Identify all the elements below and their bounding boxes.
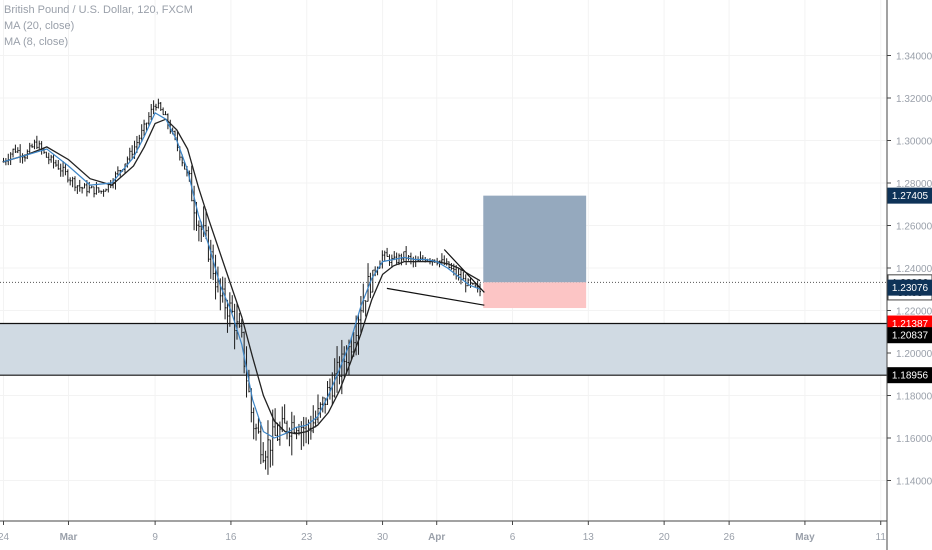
price-tag-label: 1.20837 [892, 331, 929, 342]
y-axis-ticks: 1.34000 1.32000 1.30000 1.28000 1.26000 1.240… [887, 52, 932, 488]
x-tick-label: 23 [301, 532, 313, 543]
x-tick-label: 20 [659, 532, 671, 543]
x-axis-ticks: 24 Mar 9 16 23 30 Apr 6 13 20 26 May 11 [0, 521, 886, 543]
y-tick-label: 1.34000 [896, 52, 932, 63]
chart-legend: British Pound / U.S. Dollar, 120, FXCM M… [4, 2, 193, 50]
y-tick-label: 1.14000 [896, 477, 932, 488]
x-tick-label: 13 [583, 532, 595, 543]
price-tag-label: 1.18956 [892, 371, 929, 382]
price-tag-box [887, 187, 932, 204]
price-tag-box [887, 279, 932, 296]
x-tick-label: Apr [428, 532, 445, 543]
ma-8-legend[interactable]: MA (8, close) [4, 36, 69, 48]
long-position-target-box[interactable] [483, 195, 587, 283]
ma-20-legend[interactable]: MA (20, close) [4, 20, 75, 32]
x-tick-label: May [795, 532, 815, 543]
x-tick-label: Mar [60, 532, 78, 543]
y-tick-label: 1.24000 [896, 264, 932, 275]
y-tick-label: 1.28000 [896, 179, 932, 190]
symbol-title[interactable]: British Pound / U.S. Dollar, 120, FXCM [4, 4, 193, 16]
x-tick-label: 11 [876, 532, 887, 543]
ma-8-line [3, 112, 481, 439]
y-tick-label: 1.20000 [896, 349, 932, 360]
price-tag-label: 1.27405 [892, 191, 929, 202]
y-tick-label: 1.16000 [896, 434, 932, 445]
y-tick-label: 1.26000 [896, 222, 932, 233]
grid-lines [0, 0, 887, 521]
y-tick-label: 1.32000 [896, 94, 932, 105]
price-tag-label: 1.23076 [892, 283, 929, 294]
x-tick-label: 26 [724, 532, 736, 543]
price-tags: 1.274051.2332630:031.230761.213871.20837… [887, 187, 932, 384]
x-tick-label: 24 [0, 532, 9, 543]
y-tick-label: 1.22000 [896, 307, 932, 318]
wedge-upper-trendline[interactable] [443, 249, 485, 293]
price-tag-box [887, 327, 932, 344]
ma-20-line [3, 118, 481, 435]
x-tick-label: 6 [510, 532, 516, 543]
x-tick-label: 9 [152, 532, 158, 543]
y-tick-label: 1.30000 [896, 137, 932, 148]
x-tick-label: 16 [225, 532, 237, 543]
long-position-stop-box[interactable] [483, 282, 587, 309]
y-tick-label: 1.18000 [896, 392, 932, 403]
x-tick-label: 30 [377, 532, 389, 543]
price-tag-box [887, 367, 932, 384]
support-zone[interactable] [0, 323, 887, 376]
price-tag-label: 1.21387 [892, 319, 929, 330]
candlestick-series [2, 98, 482, 475]
wedge-lower-trendline[interactable] [386, 287, 485, 306]
